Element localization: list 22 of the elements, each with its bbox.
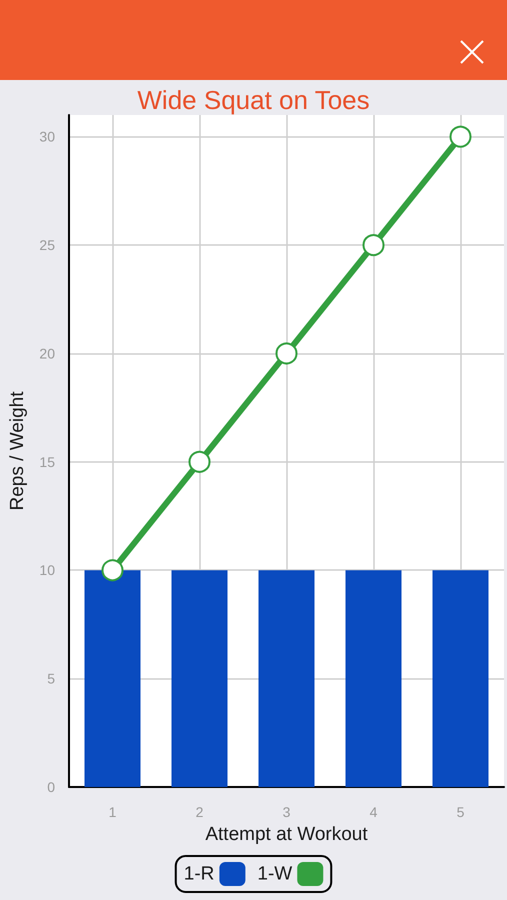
point <box>362 234 384 256</box>
y-tick-label: 25 <box>39 237 56 254</box>
y-tick-label: 10 <box>39 562 56 578</box>
y-tick-label: 5 <box>47 670 56 687</box>
x-tick-label: 5 <box>456 804 465 820</box>
legend-label: 1-W <box>257 864 292 884</box>
x-tick-label: 1 <box>108 804 117 820</box>
y-axis-title: Reps / Weight <box>7 390 28 510</box>
y-tick-label: 15 <box>39 454 56 470</box>
x-tick-label: 2 <box>196 804 204 820</box>
point <box>450 126 472 148</box>
x-axis-title: Attempt at Workout <box>205 824 368 845</box>
y-tick-label: 20 <box>39 345 56 362</box>
x-tick-label: 4 <box>370 804 378 820</box>
legend-label: 1-R <box>184 864 214 884</box>
point <box>102 559 124 582</box>
point <box>276 342 298 364</box>
y-tick-label: 0 <box>47 779 56 795</box>
chart-title: Wide Squat on Toes <box>137 85 370 115</box>
y-tick-label: 30 <box>39 128 56 145</box>
x-tick-label: 3 <box>282 804 291 820</box>
point <box>188 450 210 473</box>
